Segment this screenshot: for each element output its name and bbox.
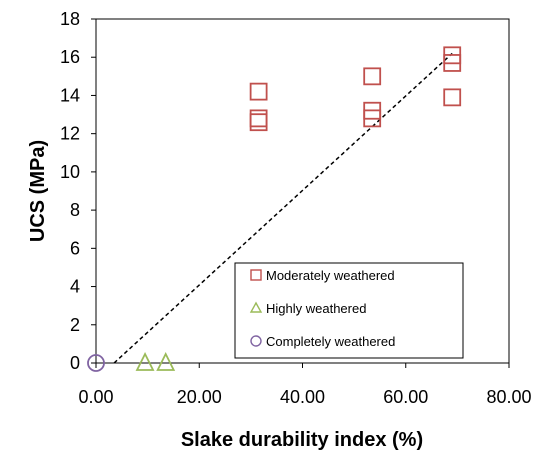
- y-tick-label: 6: [70, 238, 80, 258]
- data-point-moderately-weathered: [363, 67, 382, 86]
- data-point-highly-weathered: [135, 351, 155, 371]
- x-tick-label: 80.00: [486, 387, 531, 407]
- y-tick-label: 18: [60, 9, 80, 29]
- legend-box: [234, 262, 464, 359]
- data-point-moderately-weathered: [249, 113, 268, 132]
- legend-marker-completely-weathered: [250, 335, 262, 347]
- y-tick-label: 16: [60, 47, 80, 67]
- y-tick-label: 4: [70, 277, 80, 297]
- y-tick-label: 14: [60, 85, 80, 105]
- data-point-moderately-weathered: [249, 109, 268, 128]
- legend-label-highly-weathered: Highly weathered: [266, 301, 366, 316]
- data-point-moderately-weathered: [249, 82, 268, 101]
- legend-label-moderately-weathered: Moderately weathered: [266, 268, 395, 283]
- y-axis-title: UCS (MPa): [27, 140, 49, 242]
- x-axis-ticks: 0.00 20.00 40.00 60.00 80.00: [78, 363, 532, 407]
- data-point-moderately-weathered: [443, 54, 462, 72]
- y-axis-ticks: 0 2 4 6 8 10 12 14 16 18: [60, 9, 96, 373]
- legend-marker-highly-weathered: [249, 301, 263, 313]
- x-axis-title: Slake durability index (%): [181, 429, 423, 451]
- data-points: [87, 46, 462, 372]
- x-tick-label: 20.00: [177, 387, 222, 407]
- y-tick-label: 0: [70, 353, 80, 373]
- y-tick-label: 10: [60, 162, 80, 182]
- legend-marker-moderately-weathered: [250, 269, 262, 281]
- legend-label-completely-weathered: Completely weathered: [266, 334, 395, 349]
- legend: Moderately weathered Highly weathered Co…: [234, 262, 464, 359]
- x-tick-label: 0.00: [78, 387, 113, 407]
- data-point-highly-weathered: [156, 351, 176, 371]
- y-tick-label: 8: [70, 200, 80, 220]
- y-tick-label: 2: [70, 315, 80, 335]
- y-tick-label: 12: [60, 124, 80, 144]
- x-tick-label: 60.00: [383, 387, 428, 407]
- data-point-moderately-weathered: [363, 109, 382, 128]
- data-point-completely-weathered: [87, 354, 105, 372]
- data-point-moderately-weathered: [443, 88, 462, 107]
- x-tick-label: 40.00: [280, 387, 325, 407]
